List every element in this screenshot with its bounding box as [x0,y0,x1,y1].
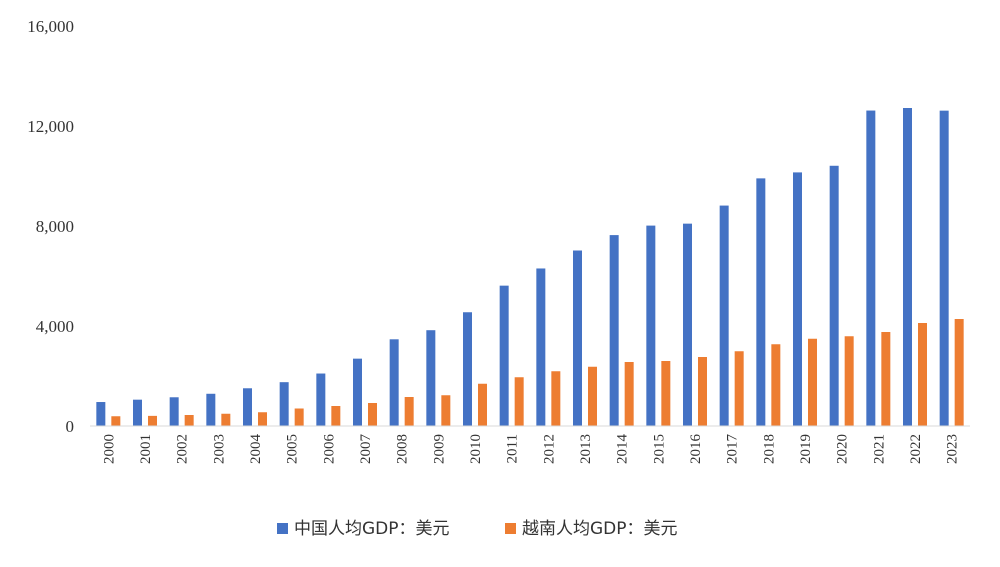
bar-vietnam-2022 [918,323,927,426]
x-tick-label: 2022 [908,434,924,464]
bar-vietnam-2003 [221,413,231,426]
legend-label-china: 中国人均GDP：美元 [294,519,450,539]
bar-china-2002 [169,397,179,426]
bar-china-2021 [866,110,876,427]
legend: 中国人均GDP：美元 越南人均GDP：美元 [277,519,678,539]
bar-china-2001 [133,399,142,426]
bar-vietnam-2008 [404,397,414,426]
x-tick-label: 2012 [541,434,557,464]
x-tick-label: 2015 [651,434,667,464]
bar-vietnam-2002 [184,415,194,426]
bar-china-2019 [793,172,802,426]
x-tick-label: 2021 [871,434,887,464]
y-axis: 0 4,000 8,000 12,000 16,000 [27,17,74,436]
bar-vietnam-2023 [954,319,964,426]
x-tick-label: 2004 [248,434,264,465]
bar-china-2006 [316,373,326,426]
bar-vietnam-2013 [588,366,597,426]
x-tick-label: 2010 [468,434,484,464]
x-axis: 2000 2001 2002 2003 2004 2005 2006 2007 2008 2009… [101,434,960,465]
bar-china-2003 [206,393,216,426]
bar-vietnam-2012 [551,371,561,426]
x-tick-label: 2013 [578,434,594,464]
legend-label-vietnam: 越南人均GDP：美元 [522,519,678,539]
bar-vietnam-2021 [881,332,891,426]
bar-vietnam-2016 [698,357,707,426]
legend-swatch-china [277,523,288,534]
y-tick-label: 0 [66,417,75,436]
x-tick-label: 2014 [615,434,631,465]
bar-vietnam-2005 [294,408,304,426]
bar-vietnam-2001 [148,415,157,426]
bar-vietnam-2015 [661,361,671,426]
bar-china-2008 [389,339,399,426]
bar-china-2010 [463,312,472,426]
bar-vietnam-2014 [624,362,634,426]
x-tick-label: 2006 [321,434,337,465]
bar-china-2005 [279,382,289,426]
x-tick-label: 2003 [211,434,227,464]
x-tick-label: 2009 [431,434,447,464]
x-tick-label: 2001 [138,434,154,464]
bar-china-2012 [536,268,546,426]
x-tick-label: 2005 [285,434,301,464]
bar-china-2011 [499,285,509,426]
bar-china-2014 [609,235,619,426]
x-tick-label: 2017 [725,434,741,465]
bar-china-2022 [903,108,912,426]
bar-china-2015 [646,225,656,426]
bar-vietnam-2009 [441,395,451,426]
bar-vietnam-2020 [844,336,854,426]
bar-vietnam-2000 [111,416,121,426]
x-tick-label: 2023 [945,434,961,464]
bar-vietnam-2004 [258,412,267,426]
bar-china-2023 [939,110,949,427]
bar-china-2013 [573,250,582,426]
x-tick-label: 2008 [395,434,411,464]
bar-china-2016 [683,223,692,426]
x-tick-label: 2019 [798,434,814,464]
y-tick-label: 16,000 [27,17,74,36]
bar-china-2009 [426,330,436,426]
bar-china-2017 [719,205,729,426]
x-tick-label: 2011 [505,434,521,463]
x-tick-label: 2002 [175,434,191,464]
bar-vietnam-2018 [771,344,781,426]
bar-china-2004 [243,388,252,426]
bar-vietnam-2010 [478,383,487,426]
bars [96,108,964,427]
bar-china-2000 [96,402,106,426]
bar-china-2020 [829,165,839,426]
x-tick-label: 2018 [761,434,777,464]
bar-vietnam-2017 [734,351,744,426]
bar-vietnam-2019 [808,338,817,426]
bar-vietnam-2006 [331,406,341,426]
bar-vietnam-2007 [368,403,377,426]
y-tick-label: 12,000 [27,117,74,136]
y-tick-label: 8,000 [36,217,74,236]
y-tick-label: 4,000 [36,317,74,336]
x-tick-label: 2007 [358,434,374,465]
bar-china-2007 [353,358,362,426]
bar-china-2018 [756,178,766,426]
legend-swatch-vietnam [505,523,516,534]
bar-vietnam-2011 [514,377,524,426]
x-tick-label: 2000 [101,434,117,464]
x-tick-label: 2016 [688,434,704,465]
x-tick-label: 2020 [835,434,851,464]
